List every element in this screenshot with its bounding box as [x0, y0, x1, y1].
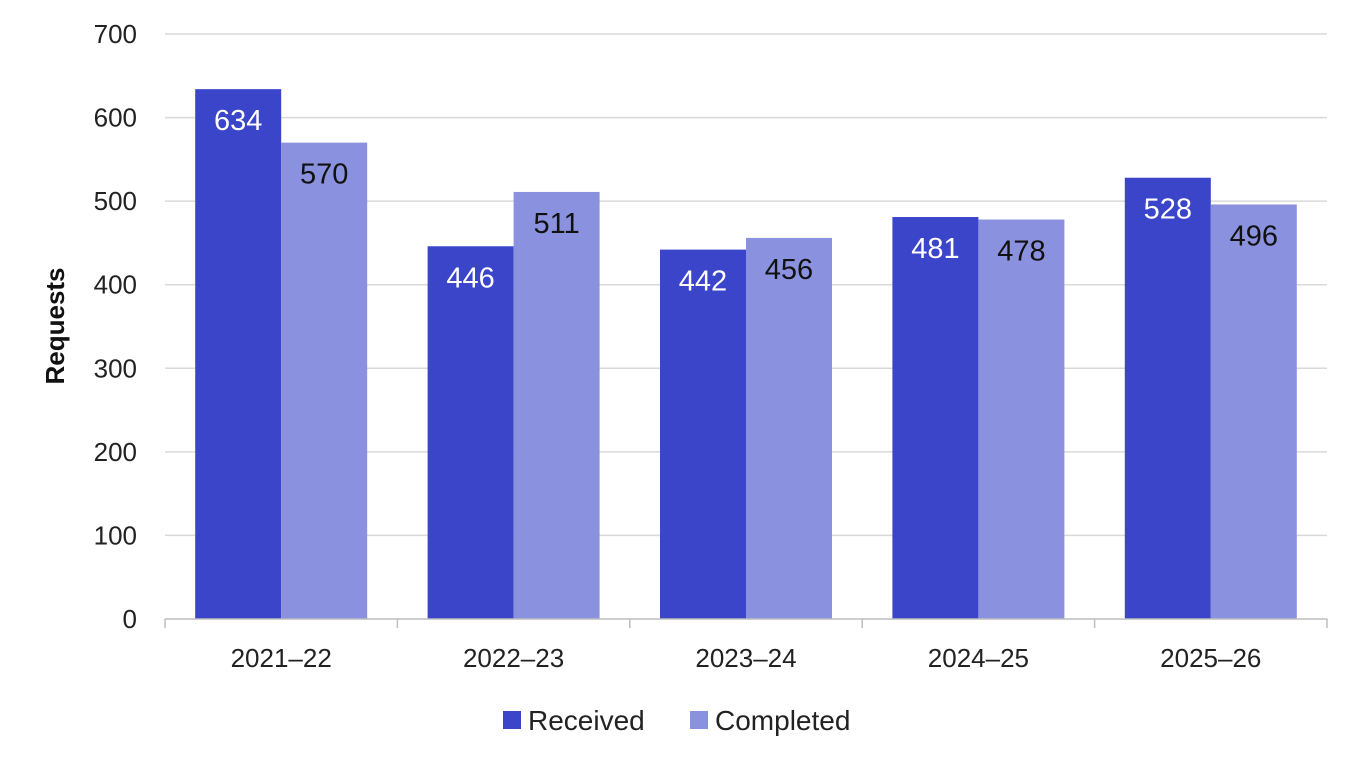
y-tick-label: 500	[94, 186, 137, 216]
bar-completed-2022–23	[513, 191, 600, 619]
data-label: 570	[300, 159, 348, 191]
y-tick-label: 100	[94, 520, 137, 550]
bars	[195, 89, 1297, 619]
x-tick-label: 2025–26	[1160, 643, 1261, 673]
y-tick-label: 400	[94, 270, 137, 300]
legend: Received Completed	[503, 705, 850, 736]
bar-received-2025–26	[1124, 177, 1211, 619]
y-tick-label: 700	[94, 19, 137, 49]
data-label: 481	[911, 233, 959, 265]
legend-swatch-received	[503, 711, 521, 729]
legend-swatch-completed	[690, 711, 708, 729]
data-label: 496	[1230, 220, 1278, 252]
data-label: 456	[765, 254, 813, 286]
legend-label-received: Received	[528, 705, 645, 736]
y-axis-title: Requests	[40, 267, 70, 384]
data-label: 446	[446, 262, 494, 294]
y-tick-label: 600	[94, 103, 137, 133]
data-label: 478	[997, 236, 1045, 268]
x-tick-label: 2022–23	[463, 643, 564, 673]
y-tick-label: 200	[94, 437, 137, 467]
bar-received-2023–24	[660, 249, 746, 619]
data-label: 528	[1144, 194, 1192, 226]
x-tick-label: 2021–22	[231, 643, 332, 673]
x-axis-ticks: 2021–22 2022–23 2023–24 2024–25 2025–26	[164, 619, 1328, 673]
bar-completed-2023–24	[746, 237, 832, 619]
bar-completed-2024–25	[978, 219, 1065, 619]
data-label: 634	[214, 105, 262, 137]
x-tick-label: 2023–24	[695, 643, 796, 673]
legend-label-completed: Completed	[715, 705, 850, 736]
bar-received-2024–25	[892, 217, 979, 619]
y-axis-ticks: 0 100 200 300 400 500 600 700	[94, 19, 137, 634]
data-label: 511	[533, 208, 579, 240]
bar-completed-2021–22	[281, 142, 368, 619]
y-tick-label: 0	[123, 604, 137, 634]
x-tick-label: 2024–25	[928, 643, 1029, 673]
data-label: 442	[679, 266, 727, 298]
bar-received-2022–23	[427, 246, 514, 619]
data-labels: 634 570 446 511 442 456 481 478 528 496	[214, 105, 1278, 297]
y-tick-label: 300	[94, 353, 137, 383]
bar-received-2021–22	[195, 89, 282, 619]
bar-completed-2025–26	[1210, 204, 1297, 619]
